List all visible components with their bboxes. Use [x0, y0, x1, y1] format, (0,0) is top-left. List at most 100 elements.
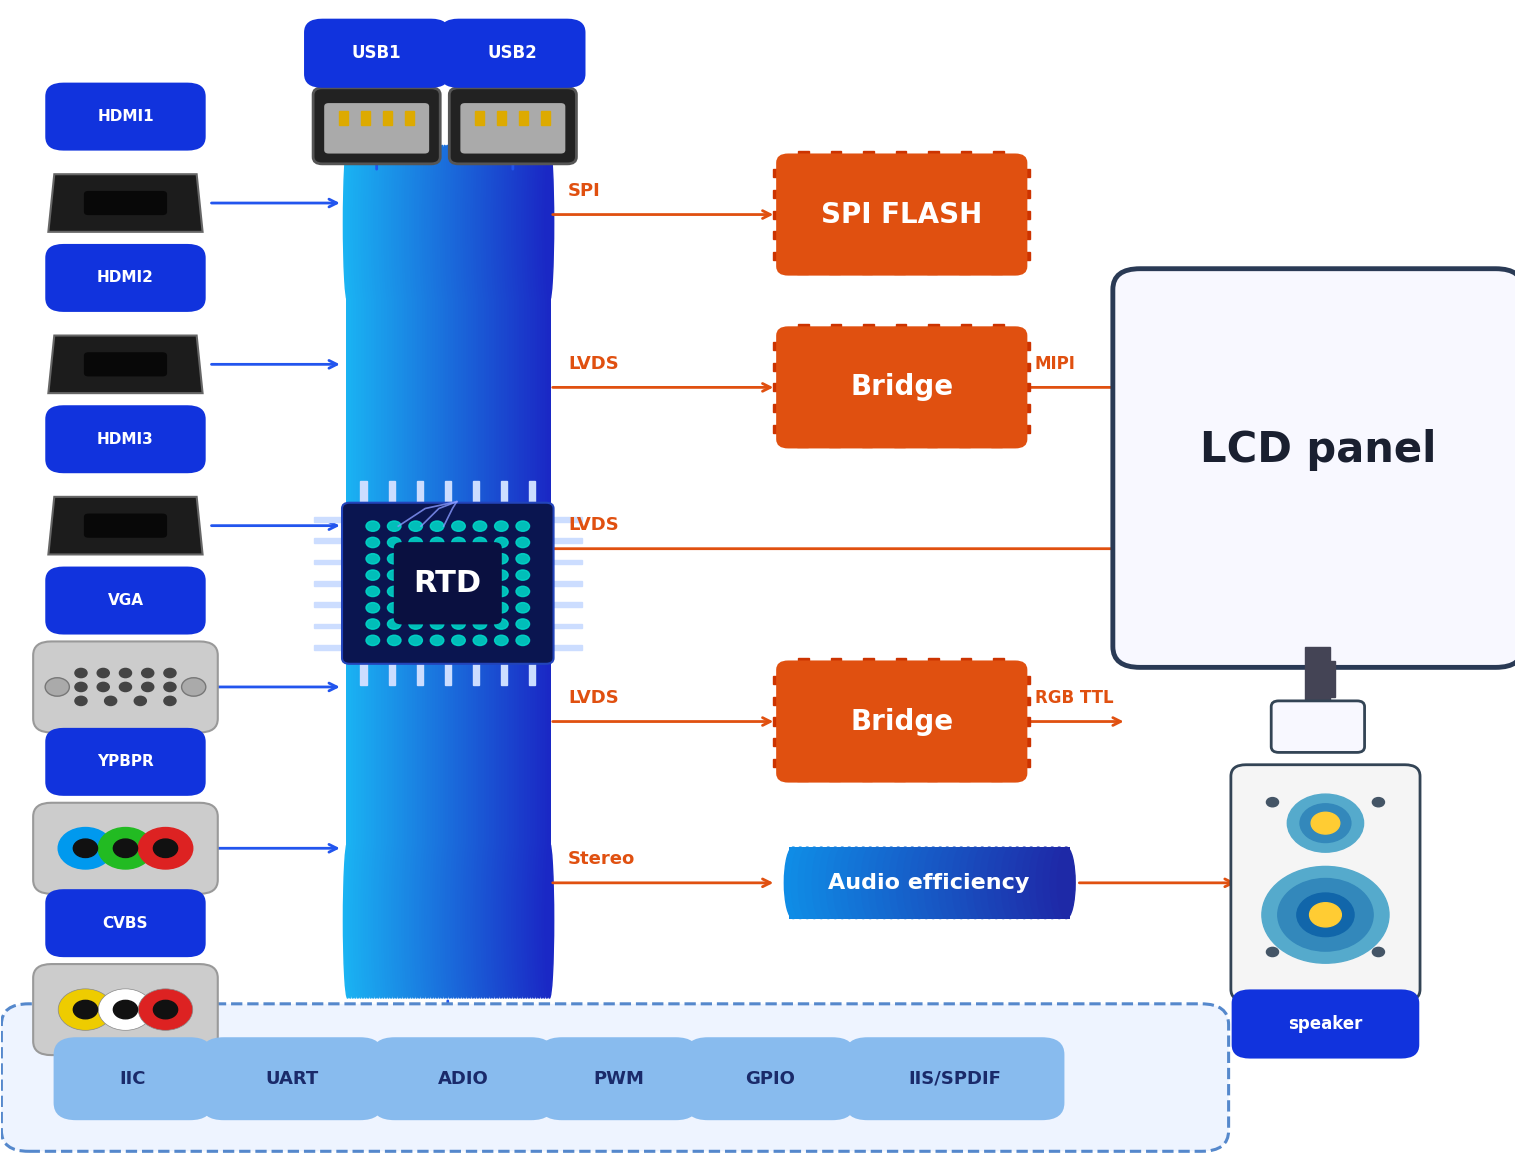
Text: UART: UART	[265, 1070, 318, 1088]
FancyBboxPatch shape	[343, 502, 553, 664]
Bar	[500, 482, 506, 508]
Ellipse shape	[374, 842, 382, 998]
FancyBboxPatch shape	[2, 1004, 1228, 1152]
Bar	[491, 223, 496, 921]
Ellipse shape	[522, 842, 531, 998]
Bar	[496, 223, 500, 921]
Bar	[1016, 341, 1020, 350]
Ellipse shape	[431, 842, 438, 998]
Bar	[773, 169, 788, 177]
Circle shape	[97, 669, 109, 678]
Bar	[928, 151, 938, 163]
Ellipse shape	[499, 146, 508, 301]
Text: SPI FLASH: SPI FLASH	[822, 201, 982, 229]
Bar	[465, 129, 561, 133]
Bar	[529, 482, 535, 508]
Bar	[894, 770, 905, 782]
Bar	[481, 223, 485, 921]
Bar	[908, 847, 917, 918]
Bar	[951, 847, 958, 918]
Bar	[450, 223, 455, 921]
Circle shape	[1311, 812, 1340, 834]
Bar	[382, 111, 391, 125]
Ellipse shape	[966, 847, 984, 918]
Bar	[487, 223, 490, 921]
Ellipse shape	[374, 146, 382, 301]
Text: Stereo: Stereo	[568, 850, 635, 869]
FancyBboxPatch shape	[449, 88, 576, 164]
Ellipse shape	[514, 146, 523, 301]
Ellipse shape	[535, 146, 543, 301]
Ellipse shape	[525, 146, 534, 301]
FancyBboxPatch shape	[776, 661, 1028, 783]
Circle shape	[473, 521, 487, 531]
Bar	[465, 223, 470, 921]
Bar	[784, 424, 788, 433]
Circle shape	[515, 553, 529, 564]
Ellipse shape	[353, 842, 362, 998]
Ellipse shape	[499, 842, 508, 998]
Circle shape	[141, 669, 153, 678]
Bar	[784, 717, 788, 726]
Ellipse shape	[394, 842, 403, 998]
Bar	[896, 658, 907, 670]
Bar	[499, 223, 503, 921]
Ellipse shape	[441, 146, 449, 301]
Bar	[1305, 647, 1331, 718]
Bar	[444, 482, 450, 508]
FancyBboxPatch shape	[440, 18, 585, 88]
Bar	[896, 325, 907, 336]
Bar	[1016, 189, 1031, 198]
Bar	[861, 662, 872, 673]
Bar	[446, 223, 449, 921]
Ellipse shape	[540, 842, 549, 998]
Bar	[1016, 363, 1031, 371]
Circle shape	[99, 989, 153, 1030]
Bar	[546, 602, 582, 608]
Ellipse shape	[408, 146, 415, 301]
Ellipse shape	[896, 847, 914, 918]
Circle shape	[452, 553, 465, 564]
Text: HDMI1: HDMI1	[97, 109, 153, 124]
Ellipse shape	[461, 842, 470, 998]
Bar	[488, 223, 493, 921]
Ellipse shape	[438, 842, 446, 998]
Bar	[926, 328, 937, 338]
Ellipse shape	[344, 146, 352, 301]
Bar	[873, 847, 881, 918]
Circle shape	[1278, 879, 1373, 951]
Circle shape	[120, 683, 132, 692]
Circle shape	[388, 635, 402, 646]
Circle shape	[515, 569, 529, 580]
Bar	[961, 435, 972, 439]
Circle shape	[99, 827, 153, 869]
Bar	[784, 252, 788, 261]
Ellipse shape	[952, 847, 970, 918]
Ellipse shape	[471, 842, 479, 998]
Circle shape	[388, 521, 402, 531]
Ellipse shape	[464, 842, 471, 998]
Ellipse shape	[506, 146, 515, 301]
Bar	[314, 602, 350, 608]
Bar	[546, 516, 582, 522]
Ellipse shape	[349, 146, 358, 301]
Bar	[346, 223, 350, 921]
Bar	[338, 111, 347, 125]
Ellipse shape	[468, 146, 478, 301]
FancyBboxPatch shape	[776, 327, 1028, 448]
Bar	[1063, 847, 1070, 918]
Circle shape	[515, 521, 529, 531]
Bar	[376, 223, 381, 921]
Bar	[961, 770, 972, 774]
Ellipse shape	[468, 842, 478, 998]
Bar	[784, 738, 788, 747]
Ellipse shape	[987, 847, 1005, 918]
FancyBboxPatch shape	[779, 156, 1025, 274]
Bar	[1016, 717, 1020, 726]
Bar	[797, 328, 808, 338]
Circle shape	[365, 619, 379, 629]
Ellipse shape	[925, 847, 941, 918]
Bar	[546, 559, 582, 565]
Bar	[1016, 738, 1020, 747]
Ellipse shape	[904, 847, 922, 918]
